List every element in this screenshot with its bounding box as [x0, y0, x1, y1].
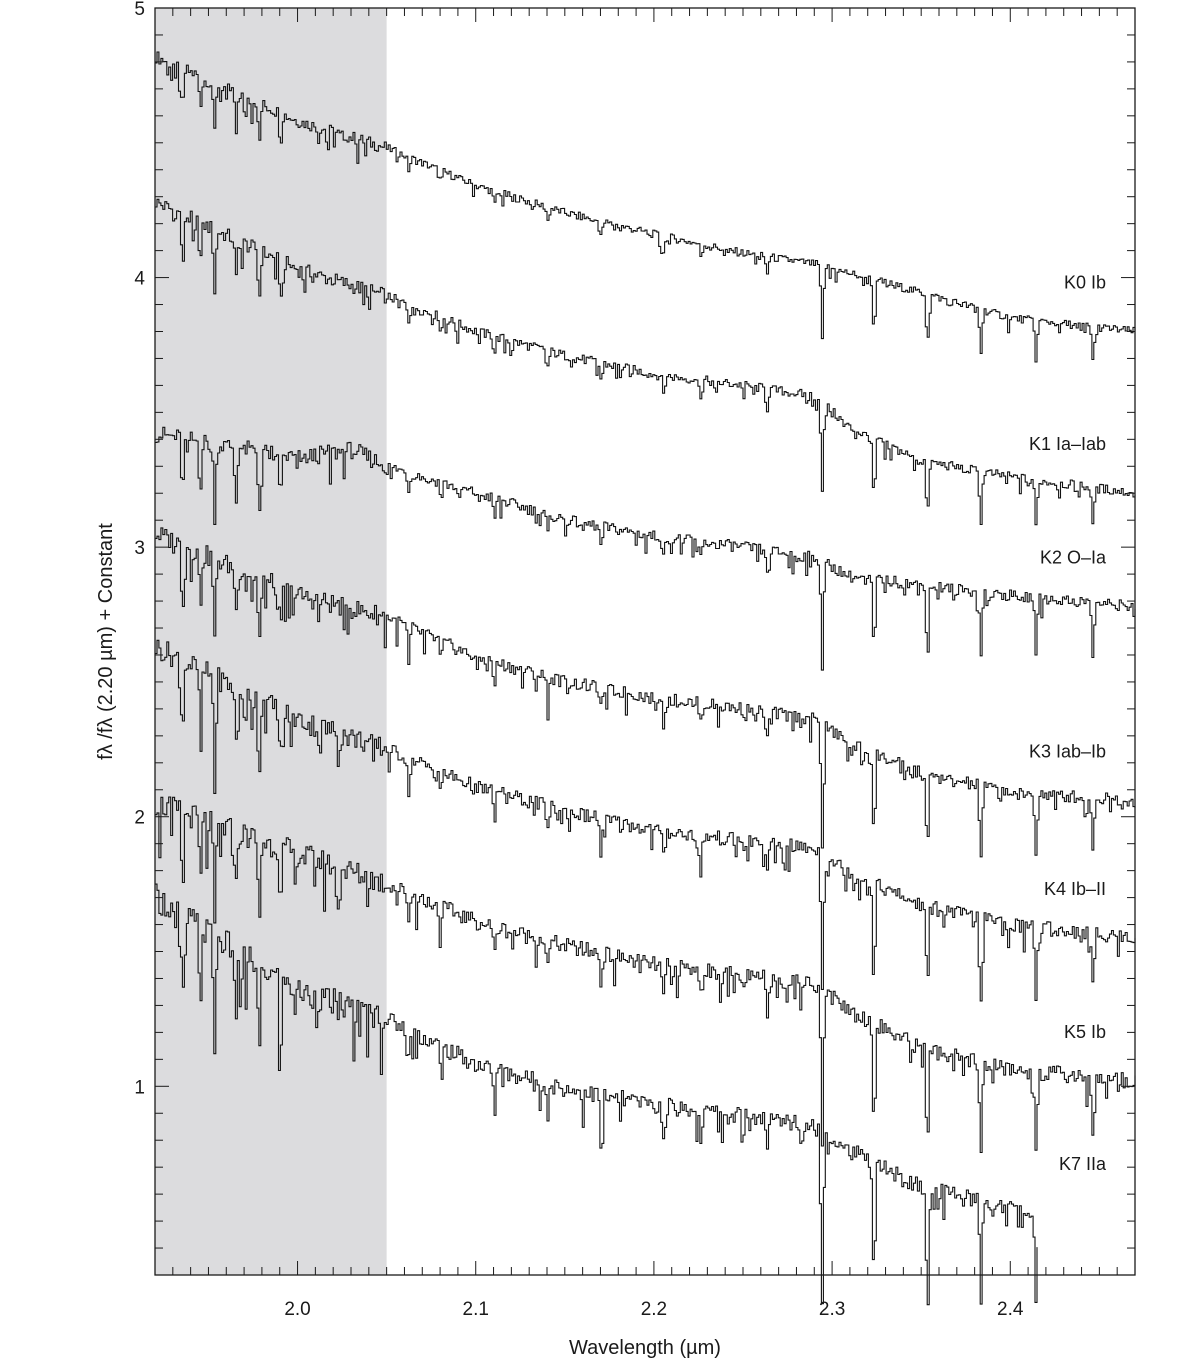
x-tick-labels: 2.0 2.1 2.2 2.3 2.4	[284, 1299, 1024, 1320]
spectrum-series	[155, 883, 1038, 1306]
y-tick-label: 4	[134, 269, 145, 290]
spectrum-series	[155, 796, 1136, 1154]
spectra-group	[155, 51, 1136, 1306]
spectrum-series	[155, 639, 1136, 1002]
spectrum-series	[155, 198, 1136, 526]
x-tick-label: 2.0	[284, 1299, 310, 1320]
y-tick-label: 2	[134, 808, 145, 829]
series-label: K5 Ib	[1064, 1022, 1106, 1042]
spectrum-series	[155, 426, 1136, 671]
plot-frame	[154, 7, 1136, 1276]
series-labels: K0 Ib K1 Ia–Iab K2 O–Ia K3 Iab–Ib K4 Ib–II K5…	[1029, 272, 1107, 1174]
x-tick-label: 2.1	[463, 1299, 489, 1320]
series-label: K2 O–Ia	[1040, 547, 1107, 567]
shaded-wavelength-region	[155, 8, 387, 1275]
y-axis-title: fλ /fλ (2.20 µm) + Constant	[95, 523, 117, 760]
axis-ticks	[154, 7, 1136, 1276]
x-tick-label: 2.2	[641, 1299, 667, 1320]
spectrum-series	[155, 527, 1136, 858]
series-label: K0 Ib	[1064, 272, 1106, 292]
y-tick-label: 1	[134, 1077, 145, 1098]
series-label: K7 IIa	[1059, 1154, 1107, 1174]
x-axis-title: Wavelength (µm)	[569, 1337, 721, 1359]
y-tick-label: 5	[134, 0, 145, 20]
x-tick-label: 2.4	[997, 1299, 1024, 1320]
y-tick-labels: 1 2 3 4 5	[134, 0, 145, 1098]
x-tick-label: 2.3	[819, 1299, 845, 1320]
y-tick-label: 3	[134, 538, 145, 559]
series-label: K1 Ia–Iab	[1029, 434, 1106, 454]
series-label: K4 Ib–II	[1044, 879, 1106, 899]
spectrum-series	[155, 51, 1136, 363]
series-label: K3 Iab–Ib	[1029, 742, 1106, 762]
